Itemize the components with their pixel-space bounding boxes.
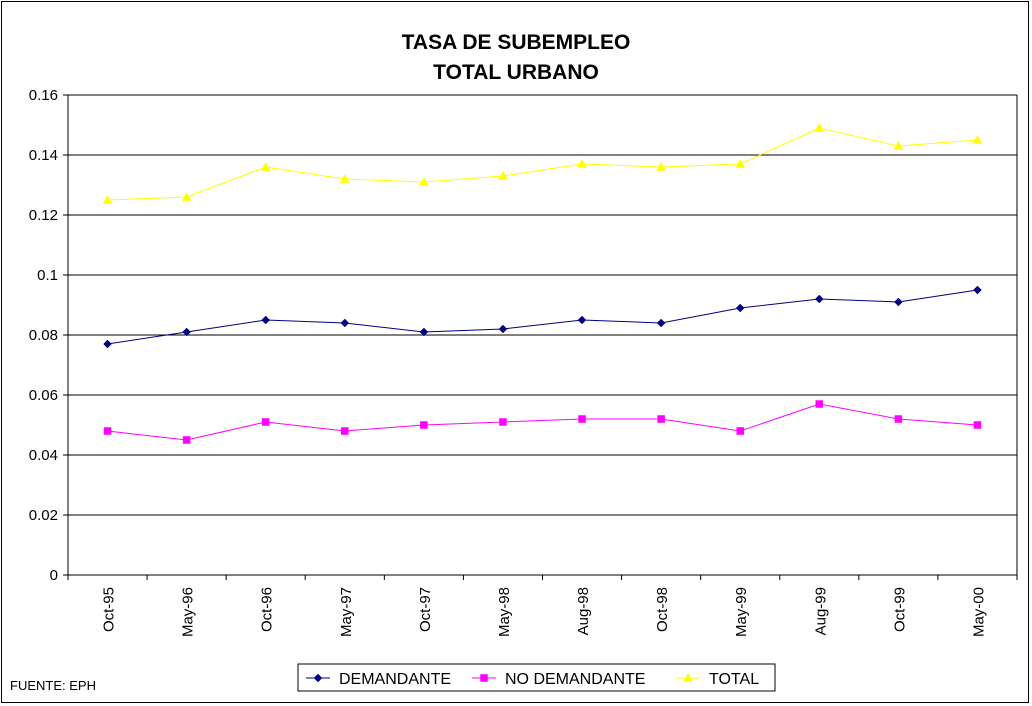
data-point-total xyxy=(339,173,350,183)
data-point-no-demandante xyxy=(499,418,507,426)
x-tick-label: Aug-99 xyxy=(812,587,829,635)
data-point-no-demandante xyxy=(341,427,349,435)
y-tick-label: 0.14 xyxy=(29,147,58,164)
x-tick-label: Oct-98 xyxy=(654,587,671,632)
source-note: FUENTE: EPH xyxy=(10,678,96,693)
legend-entry-demandante: DEMANDANTE xyxy=(306,671,451,688)
data-point-total xyxy=(735,158,746,168)
y-tick-label: 0.04 xyxy=(29,447,58,464)
y-tick-label: 0.12 xyxy=(29,207,58,224)
legend-label-demandante: DEMANDANTE xyxy=(339,671,451,688)
legend-entry-total: TOTAL xyxy=(676,671,759,688)
y-tick-label: 0.16 xyxy=(29,87,58,104)
x-tick-label: Oct-96 xyxy=(259,587,276,632)
data-point-demandante xyxy=(340,318,350,328)
data-point-no-demandante xyxy=(261,418,270,426)
data-point-demandante xyxy=(419,327,429,337)
data-point-no-demandante xyxy=(420,421,428,429)
y-tick-label: 0.02 xyxy=(29,507,58,524)
y-tick-label: 0.06 xyxy=(29,387,58,404)
data-point-total xyxy=(418,176,429,186)
x-tick-label: Oct-97 xyxy=(417,587,434,632)
data-point-demandante xyxy=(498,324,508,334)
gridlines xyxy=(68,94,1017,516)
data-point-total xyxy=(814,122,825,132)
x-axis-ticks: Oct-95 May-96 Oct-96 May-97 Oct-97 May-98 Aug-… xyxy=(67,575,1018,637)
data-point-no-demandante xyxy=(815,400,824,408)
data-point-demandante xyxy=(735,303,745,313)
legend-marker-demandante xyxy=(313,673,323,683)
data-point-total xyxy=(102,194,113,204)
legend-label-total: TOTAL xyxy=(709,671,759,688)
data-point-no-demandante xyxy=(103,427,112,435)
x-tick-label: May-97 xyxy=(338,587,355,637)
data-point-demandante xyxy=(973,285,982,295)
data-point-no-demandante xyxy=(182,436,191,444)
data-point-no-demandante xyxy=(736,427,744,435)
data-point-no-demandante xyxy=(894,415,903,423)
x-tick-label: May-98 xyxy=(496,587,513,637)
data-point-total xyxy=(181,191,192,201)
legend: DEMANDANTE NO DEMANDANTE TOTAL xyxy=(297,663,776,692)
data-point-demandante xyxy=(577,315,587,325)
data-point-demandante xyxy=(103,339,112,349)
legend-marker-total xyxy=(683,672,693,682)
legend-marker-no-demandante xyxy=(480,674,488,682)
x-tick-label: Oct-99 xyxy=(891,587,908,632)
data-point-demandante xyxy=(261,315,271,325)
series-line-total xyxy=(107,127,978,201)
data-point-demandante xyxy=(182,327,191,337)
data-point-total xyxy=(577,158,587,168)
x-tick-label: Oct-95 xyxy=(101,587,118,632)
data-point-total xyxy=(498,170,508,180)
data-point-demandante xyxy=(814,294,824,304)
x-tick-label: May-99 xyxy=(733,587,750,637)
series-line-demandante xyxy=(107,289,978,345)
data-point-total xyxy=(656,161,667,171)
data-point-demandante xyxy=(656,318,666,328)
data-point-no-demandante xyxy=(578,415,586,423)
chart-title-line-2: TOTAL URBANO xyxy=(433,61,599,84)
legend-label-no-demandante: NO DEMANDANTE xyxy=(505,671,645,688)
series-group xyxy=(102,122,983,444)
data-point-total xyxy=(893,140,904,150)
series-total xyxy=(102,122,983,204)
x-tick-label: May-96 xyxy=(180,587,197,637)
data-point-no-demandante xyxy=(973,421,982,429)
x-tick-label: May-00 xyxy=(970,587,987,637)
y-tick-label: 0.1 xyxy=(37,267,58,284)
y-tick-label: 0.08 xyxy=(29,327,58,344)
y-axis-ticks: 0 0.02 0.04 0.06 0.08 0.1 0.12 0.14 0.16 xyxy=(29,87,68,584)
data-point-no-demandante xyxy=(657,415,665,423)
series-no-demandante xyxy=(103,400,982,444)
chart-title-line-1: TASA DE SUBEMPLEO xyxy=(402,31,631,54)
data-point-demandante xyxy=(894,297,903,307)
x-tick-label: Aug-98 xyxy=(575,587,592,635)
series-demandante xyxy=(103,285,982,349)
y-tick-label: 0 xyxy=(50,567,58,584)
data-point-total xyxy=(972,134,983,144)
series-line-no-demandante xyxy=(107,403,978,441)
data-point-total xyxy=(260,161,271,171)
legend-entry-no-demandante: NO DEMANDANTE xyxy=(472,671,645,688)
